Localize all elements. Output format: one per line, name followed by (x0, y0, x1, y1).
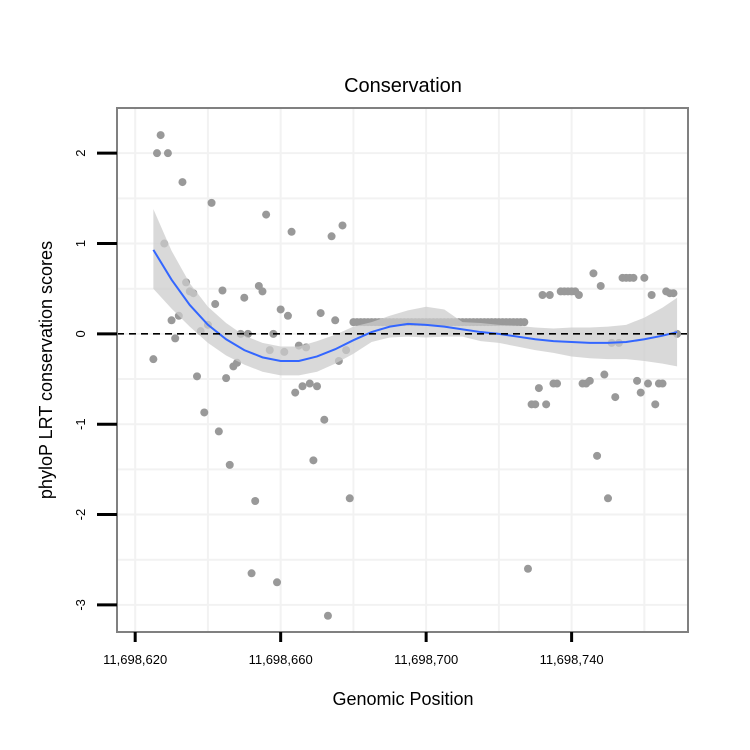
data-point (313, 382, 322, 391)
data-point (218, 286, 227, 295)
data-point (320, 415, 329, 424)
plot-background (117, 108, 688, 632)
data-point (589, 269, 598, 278)
data-point (633, 376, 642, 385)
data-point (214, 427, 223, 436)
data-point (273, 578, 282, 587)
data-point (247, 569, 256, 578)
data-point (309, 456, 318, 465)
data-point (276, 305, 285, 314)
data-point (338, 221, 347, 230)
data-point (156, 131, 165, 140)
data-point (251, 497, 260, 505)
data-point (167, 316, 176, 325)
data-point (323, 611, 332, 620)
data-point (298, 382, 307, 391)
data-point (283, 311, 292, 320)
data-point (520, 318, 529, 327)
data-point (647, 291, 656, 300)
data-point (545, 291, 554, 300)
data-point (262, 210, 271, 219)
data-point (243, 329, 252, 338)
data-point (240, 293, 249, 302)
data-point (258, 287, 267, 296)
data-point (153, 149, 162, 158)
x-tick-label: 11,698,740 (540, 652, 604, 667)
data-point (287, 227, 296, 236)
data-point (593, 451, 602, 460)
x-tick-label: 11,698,660 (249, 652, 313, 667)
data-point (596, 281, 605, 290)
data-point (523, 564, 532, 573)
data-point (585, 376, 594, 385)
data-point (669, 289, 678, 298)
confidence-band (153, 209, 678, 376)
data-point (651, 400, 660, 409)
data-point (200, 408, 209, 417)
y-tick-label: 0 (73, 330, 88, 337)
data-point (534, 384, 543, 393)
y-tick-label: 2 (73, 150, 88, 157)
data-point (171, 334, 180, 343)
x-tick-label: 11,698,700 (394, 652, 458, 667)
data-point (636, 388, 645, 397)
chart-title: Conservation (344, 75, 462, 97)
data-point (149, 355, 158, 364)
data-point (327, 232, 336, 241)
data-point (207, 198, 216, 207)
y-tick-label: -2 (73, 509, 88, 521)
data-point (600, 370, 609, 379)
data-point (643, 379, 652, 388)
y-tick-label: 1 (73, 240, 88, 247)
data-point (193, 372, 202, 381)
x-tick-label: 11,698,620 (103, 652, 167, 667)
data-point (531, 400, 540, 409)
data-point (658, 379, 667, 388)
data-point (629, 273, 638, 282)
data-point (178, 178, 187, 187)
data-point (553, 379, 562, 388)
data-point (222, 374, 231, 383)
data-point (163, 149, 172, 158)
data-point (316, 309, 325, 318)
data-point (331, 316, 340, 325)
plot-frame (116, 107, 689, 633)
data-point (305, 379, 314, 388)
y-axis-label: phyloP LRT conservation scores (36, 241, 56, 499)
data-point (603, 494, 612, 503)
y-tick-label: -3 (73, 599, 88, 611)
data-point (574, 291, 583, 300)
data-point (538, 291, 547, 300)
data-point (640, 273, 649, 282)
plot-area: 11,698,620 11,698,660 11,698,700 11,698,740… (73, 107, 689, 667)
data-point (611, 393, 620, 402)
x-axis-label: Genomic Position (332, 689, 473, 709)
data-point (211, 300, 220, 309)
smooth-fit-line (152, 249, 678, 362)
y-tick-label: -1 (73, 418, 88, 430)
data-point (542, 400, 551, 409)
data-point (345, 494, 354, 503)
data-point (291, 388, 300, 397)
data-point (225, 460, 234, 469)
